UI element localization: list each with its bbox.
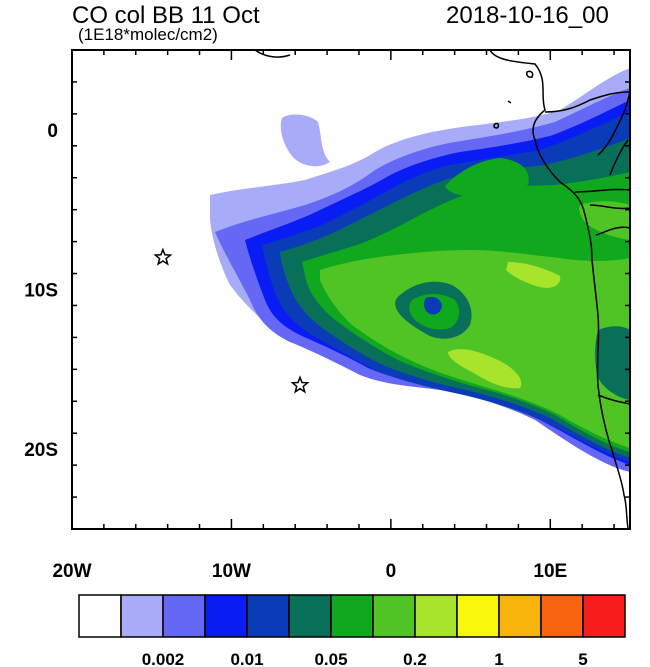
border-4 bbox=[595, 226, 630, 236]
contour-fill-01-north bbox=[445, 158, 529, 196]
contour-fill-0002-patch bbox=[280, 114, 330, 167]
colorbar-label: 0.2 bbox=[403, 650, 427, 667]
colorbar-box bbox=[372, 594, 416, 638]
island-3 bbox=[507, 100, 512, 104]
x-tick-label: 0 bbox=[386, 561, 397, 582]
contour-fill-02-ne bbox=[579, 201, 630, 240]
island-1 bbox=[526, 70, 534, 78]
coastlines bbox=[254, 50, 630, 529]
y-tick-label: 20S bbox=[24, 440, 58, 461]
units-label: (1E18*molec/cm2) bbox=[78, 25, 218, 44]
colorbar-label: 0.05 bbox=[314, 650, 347, 667]
datetime-label: 2018-10-16_00 bbox=[446, 2, 609, 29]
y-tick-label: 10S bbox=[24, 281, 58, 302]
africa-coastline bbox=[489, 50, 629, 529]
co-field bbox=[210, 68, 630, 472]
x-tick-label: 10W bbox=[212, 561, 251, 582]
colorbar-box bbox=[162, 594, 206, 638]
axis-ticks bbox=[71, 49, 630, 530]
island-2 bbox=[493, 122, 500, 129]
colorbar-box bbox=[582, 594, 626, 638]
colorbar-box bbox=[246, 594, 290, 638]
contour-core-002 bbox=[423, 296, 442, 315]
colorbar-box bbox=[330, 594, 374, 638]
map-title: CO col BB 11 Oct bbox=[72, 2, 260, 29]
y-tick-label: 0 bbox=[47, 121, 58, 142]
colorbar-box bbox=[288, 594, 332, 638]
colorbar-label: 1 bbox=[494, 650, 503, 667]
colorbar-box bbox=[120, 594, 164, 638]
star-marker bbox=[290, 375, 310, 394]
map-frame bbox=[71, 49, 631, 530]
colorbar-box bbox=[540, 594, 584, 638]
border-3 bbox=[589, 204, 630, 210]
axis-labels: 20W 10W 0 10E 0 10S 20S bbox=[24, 121, 567, 582]
colorbar-box bbox=[456, 594, 500, 638]
colorbar-box bbox=[78, 594, 122, 638]
x-tick-label: 10E bbox=[533, 561, 567, 582]
colorbar-label: 5 bbox=[578, 650, 587, 667]
star-marker bbox=[153, 247, 173, 266]
x-tick-label: 20W bbox=[52, 561, 91, 582]
contour-fill-05-a bbox=[448, 349, 522, 389]
border-2 bbox=[574, 188, 630, 193]
station-markers bbox=[153, 247, 310, 394]
colorbar: 0.002 0.01 0.05 0.2 1 5 bbox=[78, 594, 626, 667]
contour-land-005 bbox=[595, 326, 630, 400]
colorbar-box bbox=[204, 594, 248, 638]
contour-fill-05-b bbox=[506, 262, 561, 288]
colorbar-label: 0.002 bbox=[142, 650, 185, 667]
colorbar-label: 0.01 bbox=[230, 650, 263, 667]
border-7 bbox=[609, 139, 629, 176]
border-1 bbox=[544, 91, 630, 113]
colorbar-box bbox=[414, 594, 458, 638]
coast-north bbox=[254, 50, 291, 58]
colorbar-box bbox=[498, 594, 542, 638]
border-5 bbox=[597, 394, 630, 405]
